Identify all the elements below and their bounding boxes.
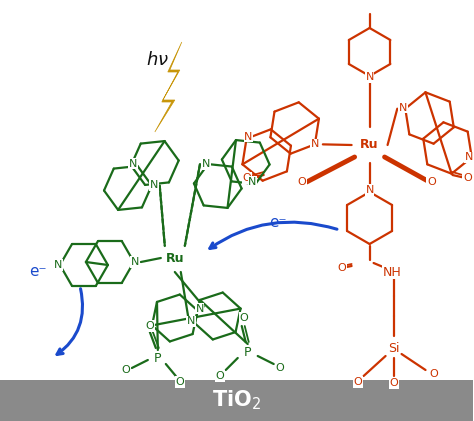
Text: N: N xyxy=(187,317,195,326)
Text: $h\nu$: $h\nu$ xyxy=(146,51,169,69)
Text: O: O xyxy=(297,177,306,187)
Text: O: O xyxy=(353,377,362,387)
Text: P: P xyxy=(244,346,252,359)
Text: N: N xyxy=(131,257,139,267)
Text: Si: Si xyxy=(388,341,399,354)
Text: P: P xyxy=(154,352,162,365)
Text: NH: NH xyxy=(383,266,402,279)
Text: N: N xyxy=(129,159,137,168)
Text: TiO$_2$: TiO$_2$ xyxy=(212,388,261,412)
Text: O: O xyxy=(389,378,398,388)
Text: N: N xyxy=(195,304,204,314)
Text: O: O xyxy=(146,321,154,331)
Text: N: N xyxy=(399,103,408,113)
Text: N: N xyxy=(365,185,374,195)
Text: O: O xyxy=(239,313,248,323)
Text: O: O xyxy=(429,369,438,379)
Text: Ru: Ru xyxy=(165,251,184,264)
Text: O: O xyxy=(275,363,284,373)
Text: N: N xyxy=(244,132,253,141)
Text: O: O xyxy=(121,365,130,375)
Text: N: N xyxy=(465,152,473,163)
Text: O: O xyxy=(427,177,436,187)
Text: N: N xyxy=(365,72,374,82)
Text: N: N xyxy=(248,177,256,187)
Text: O: O xyxy=(175,377,184,387)
Polygon shape xyxy=(155,42,182,132)
Text: O: O xyxy=(463,173,472,183)
Text: N: N xyxy=(149,181,158,190)
Bar xyxy=(0,380,474,421)
Text: O: O xyxy=(337,263,346,273)
Text: O: O xyxy=(242,173,251,183)
Text: Ru: Ru xyxy=(360,139,379,152)
Text: e⁻: e⁻ xyxy=(29,264,47,280)
Text: O: O xyxy=(215,371,224,381)
Text: N: N xyxy=(310,139,319,149)
Text: e⁻: e⁻ xyxy=(269,215,286,229)
Text: N: N xyxy=(54,260,62,270)
Text: N: N xyxy=(202,159,210,169)
